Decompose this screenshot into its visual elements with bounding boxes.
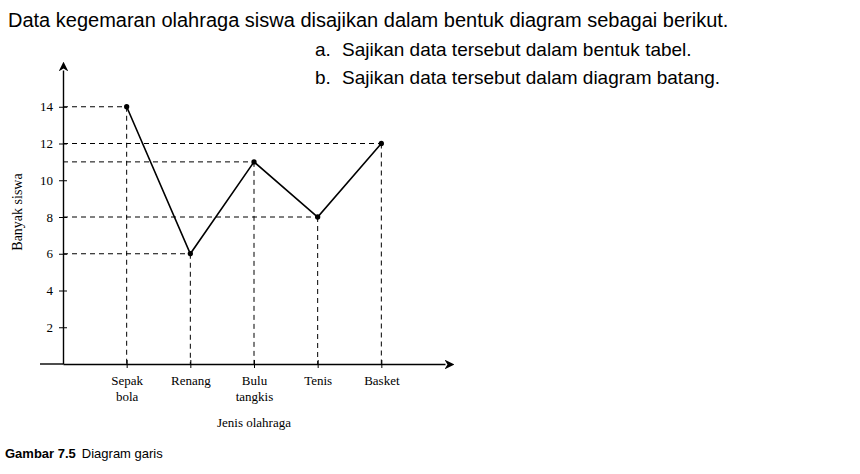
- x-tick-mark: [381, 360, 382, 368]
- y-tick-label: 12: [40, 136, 53, 151]
- x-tick: Sepakbola: [111, 360, 143, 404]
- y-tick-label: 4: [47, 283, 54, 298]
- x-tick-mark: [254, 360, 255, 368]
- task-text: Sajikan data tersebut dalam bentuk tabel…: [342, 39, 692, 60]
- y-tick-label: 6: [47, 246, 54, 261]
- y-tick-mark: [59, 327, 67, 328]
- drop-line-horizontal: [63, 106, 127, 107]
- y-tick: 6: [47, 246, 68, 261]
- x-tick: Basket: [364, 360, 400, 388]
- y-tick: 2: [47, 320, 68, 335]
- x-tick-mark: [127, 360, 128, 368]
- y-tick-mark: [59, 180, 67, 181]
- x-tick: Bulutangkis: [236, 360, 274, 404]
- caption-label: Gambar 7.5: [5, 446, 76, 461]
- data-line: [127, 107, 382, 254]
- drop-line-horizontal: [63, 253, 190, 254]
- figure: Data kegemaran olahraga siswa disajikan …: [0, 0, 860, 474]
- x-tick-label: Tenis: [304, 373, 332, 388]
- y-axis: 2 4 6 8 10 12 14: [40, 71, 67, 365]
- drop-line-vertical: [190, 254, 191, 364]
- task-text: Sajikan data tersebut dalam diagram bata…: [342, 67, 720, 88]
- drop-line-horizontal: [63, 161, 254, 162]
- y-tick-label: 10: [40, 173, 53, 188]
- x-tick-mark: [318, 360, 319, 368]
- y-tick-label: 14: [40, 99, 54, 114]
- y-tick: 4: [47, 283, 68, 298]
- drop-line-horizontal: [63, 143, 381, 144]
- drop-line-horizontal: [63, 217, 318, 218]
- y-tick: 14: [40, 99, 67, 114]
- y-axis-title: Banyak siswa: [10, 173, 25, 251]
- y-tick-label: 8: [47, 210, 54, 225]
- y-tick: 8: [47, 210, 68, 225]
- drop-line-vertical: [254, 162, 255, 364]
- drop-line-vertical: [126, 107, 127, 364]
- y-tick: 10: [40, 173, 67, 188]
- y-tick: 12: [40, 136, 67, 151]
- x-axis-title: Jenis olahraga: [217, 415, 291, 430]
- x-tick-label: Basket: [364, 373, 400, 388]
- data-point: [251, 159, 256, 164]
- x-tick-label: Bulutangkis: [236, 373, 274, 404]
- data-point: [124, 104, 129, 109]
- caption-text: Diagram garis: [82, 446, 163, 461]
- intro-text: Data kegemaran olahraga siswa disajikan …: [8, 9, 728, 31]
- y-tick-mark: [59, 144, 67, 145]
- y-tick-label: 2: [47, 320, 54, 335]
- x-tick-label: Renang: [171, 373, 211, 388]
- drop-line-vertical: [317, 217, 318, 364]
- x-axis-extension: [40, 363, 63, 364]
- x-tick-label: Sepakbola: [111, 373, 143, 404]
- drop-line-vertical: [381, 144, 382, 365]
- y-tick-mark: [59, 107, 67, 108]
- plot-area: [63, 104, 384, 364]
- y-tick-mark: [59, 254, 67, 255]
- y-tick-mark: [59, 291, 67, 292]
- caption: Gambar 7.5 Diagram garis: [5, 446, 163, 461]
- task-label: b.: [315, 67, 331, 88]
- x-tick: Tenis: [304, 360, 332, 388]
- x-axis: Sepakbola Renang Bulutangkis Tenis Basket: [64, 360, 446, 404]
- x-tick-mark: [190, 360, 191, 368]
- y-tick-mark: [59, 217, 67, 218]
- x-tick: Renang: [171, 360, 211, 388]
- data-point: [188, 251, 193, 256]
- data-point: [315, 214, 320, 219]
- data-point: [379, 141, 384, 146]
- task-label: a.: [315, 39, 331, 60]
